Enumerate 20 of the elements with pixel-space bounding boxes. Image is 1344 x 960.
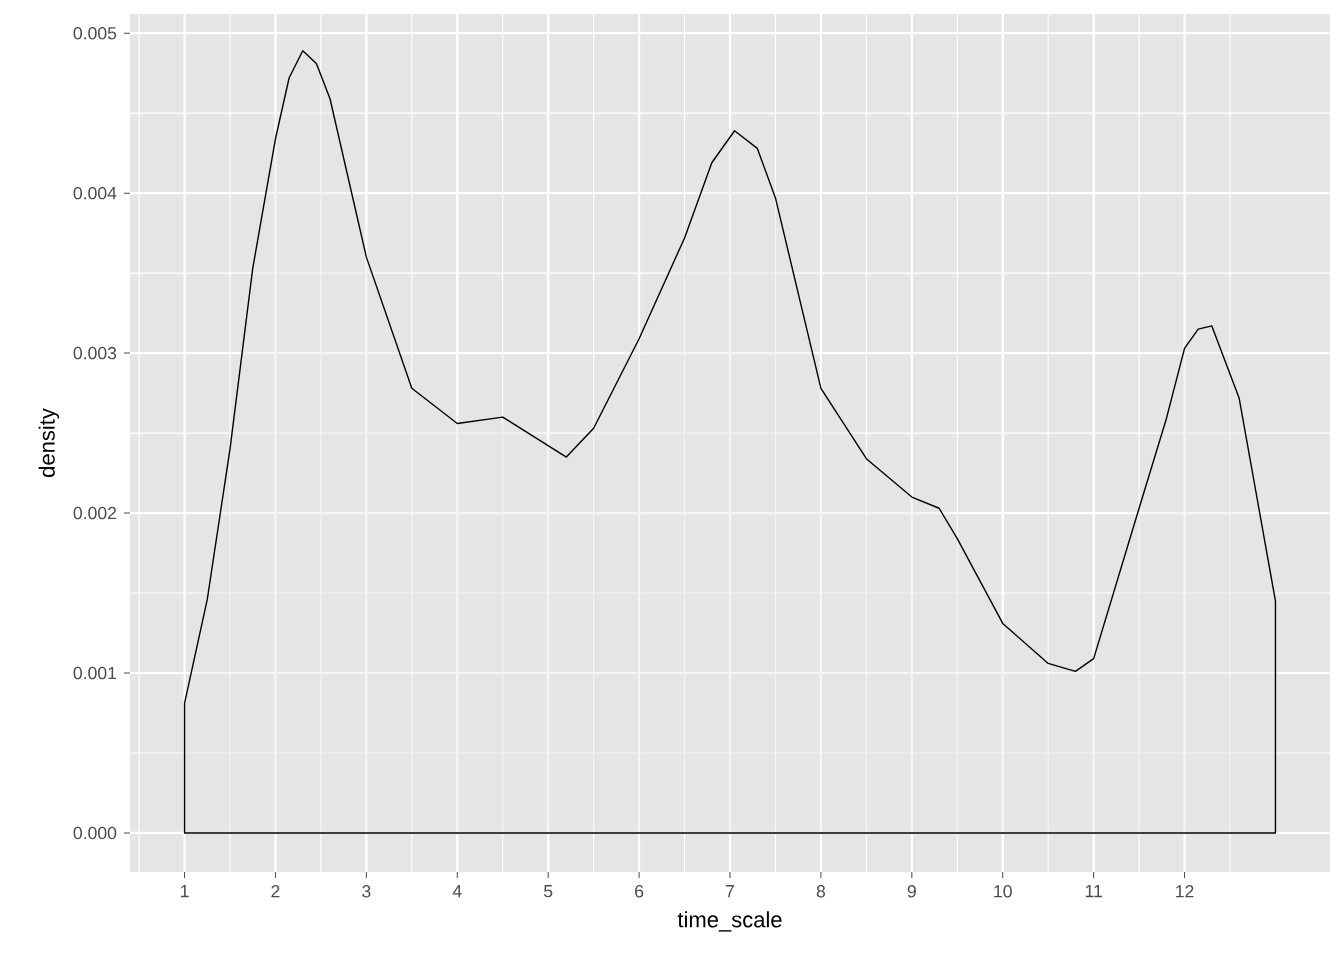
x-axis-title: time_scale <box>677 911 782 932</box>
y-tick-label: 0.004 <box>73 186 117 200</box>
y-tick-label: 0.001 <box>73 666 117 680</box>
y-tick-label: 0.005 <box>73 26 117 40</box>
x-tick-label: 2 <box>271 885 280 898</box>
x-tick-label: 9 <box>907 885 916 898</box>
x-tick-label: 12 <box>1176 885 1194 898</box>
x-tick-label: 1 <box>181 885 189 898</box>
y-axis-title: density <box>38 408 60 477</box>
x-tick-label: 4 <box>452 885 462 898</box>
x-tick-label: 3 <box>362 885 371 898</box>
x-tick-label: 7 <box>726 885 735 898</box>
y-tick-label: 0.002 <box>73 506 117 520</box>
x-tick-label: 11 <box>1085 885 1102 898</box>
y-tick-label: 0.003 <box>73 346 117 360</box>
x-tick-label: 8 <box>816 885 826 898</box>
x-tick-label: 5 <box>543 885 553 898</box>
y-tick-label: 0.000 <box>73 826 117 840</box>
x-tick-label: 6 <box>635 885 644 898</box>
x-tick-label: 10 <box>994 885 1012 898</box>
